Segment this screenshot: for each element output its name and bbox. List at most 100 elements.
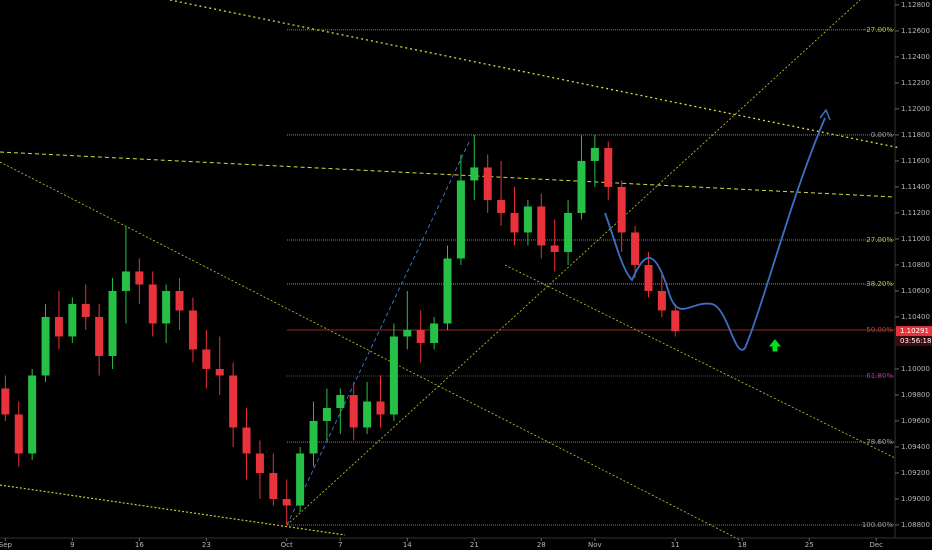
fib-label: 61.80% (866, 372, 893, 380)
x-tick-label: 21 (470, 541, 479, 549)
x-tick-label: Sep (0, 541, 13, 549)
candle-body (523, 206, 532, 233)
y-tick-label: 1.09000 (901, 495, 930, 503)
x-tick-label: Dec (869, 541, 883, 549)
fib-levels: -27.00% 0.00% 27.00% 38.20% 50.00% 61.80% 78.6… (287, 26, 895, 529)
candle-body (617, 186, 626, 233)
candle-body (215, 368, 224, 376)
drawings (0, 0, 901, 541)
x-tick-label: 25 (805, 541, 814, 549)
x-tick-label: 14 (403, 541, 412, 549)
candle-body (349, 394, 358, 428)
y-tick-label: 1.12600 (901, 27, 930, 35)
x-tick-label: 23 (202, 541, 211, 549)
candle-body (108, 290, 117, 356)
trend-line (0, 151, 896, 198)
y-tick-label: 1.10800 (901, 261, 930, 269)
trend-line (169, 0, 901, 149)
y-tick-label: 1.09400 (901, 443, 930, 451)
candle-body (68, 303, 77, 337)
candle-body (564, 212, 573, 252)
candle-body (282, 498, 291, 506)
fib-anchor-line (286, 139, 471, 526)
y-tick-label: 1.10400 (901, 313, 930, 321)
y-tick-label: 1.11800 (901, 131, 930, 139)
last-price-label: 1.10291 (900, 327, 929, 335)
last-price-tag (896, 326, 932, 337)
candle-body (202, 349, 211, 369)
x-tick-label: 11 (671, 541, 680, 549)
fib-label: -27.00% (864, 26, 894, 34)
y-tick-label: 1.11400 (901, 183, 930, 191)
candle-body (470, 167, 479, 181)
candle-body (604, 147, 613, 187)
y-tick-label: 1.12000 (901, 105, 930, 113)
candle-body (389, 336, 398, 415)
candle-body (430, 323, 439, 343)
x-tick-label: Nov (588, 541, 602, 549)
candle-body (148, 284, 157, 324)
projection (604, 108, 831, 352)
candle-body (269, 472, 278, 499)
y-tick-label: 1.08800 (901, 521, 930, 529)
candle-body (175, 290, 184, 311)
y-tick-label: 1.11600 (901, 157, 930, 165)
candle-body (81, 303, 90, 317)
projection-arrowhead (819, 108, 831, 121)
green-arrow (768, 339, 782, 352)
y-tick-label: 1.11200 (901, 209, 930, 217)
candle-body (54, 316, 63, 337)
y-tick-label: 1.12800 (901, 1, 930, 9)
x-tick-label: 9 (70, 541, 74, 549)
fib-label: 0.00% (871, 131, 894, 139)
y-tick-label: 1.09600 (901, 417, 930, 425)
candle-body (456, 180, 465, 259)
x-tick-label: 16 (135, 541, 144, 549)
candle-body (443, 258, 452, 324)
candle-body (296, 453, 305, 506)
x-tick-label: Oct (281, 541, 293, 549)
candle-body (95, 316, 104, 356)
candle-body (162, 290, 171, 324)
candle-body (322, 407, 331, 421)
candle-body (657, 290, 666, 311)
candle-body (336, 394, 345, 408)
fib-label: 50.00% (866, 326, 893, 334)
candle-body (537, 206, 546, 246)
candle-body (550, 245, 559, 252)
fib-label: 78.60% (866, 438, 893, 446)
trend-line (286, 0, 861, 526)
y-tick-label: 1.10600 (901, 287, 930, 295)
candle-body (14, 414, 23, 454)
candle-body (188, 310, 197, 350)
candle-body (403, 329, 412, 337)
candle-body (577, 160, 586, 213)
candle-body (41, 316, 50, 376)
candle-body (1, 388, 10, 415)
x-tick-label: 7 (338, 541, 342, 549)
countdown-label: 03:56:18 (900, 337, 931, 345)
candle-body (644, 264, 653, 291)
candle-body (229, 375, 238, 428)
x-tick-label: 18 (738, 541, 747, 549)
candle-body (242, 427, 251, 454)
fib-label: 38.20% (866, 280, 893, 288)
y-tick-label: 1.12400 (901, 53, 930, 61)
candle-body (631, 232, 640, 265)
projection-path (604, 117, 826, 351)
trend-line (0, 161, 741, 541)
candle-body (363, 401, 372, 428)
candle-body (309, 420, 318, 454)
fib-label: 100.00% (862, 521, 893, 529)
trend-line (504, 264, 896, 459)
y-tick-label: 1.12200 (901, 79, 930, 87)
candle-body (497, 199, 506, 213)
candle-body (121, 271, 130, 291)
y-tick-label: 1.11000 (901, 235, 930, 243)
candle-body (135, 271, 144, 285)
candle-body (671, 310, 680, 332)
candle-body (28, 375, 37, 454)
